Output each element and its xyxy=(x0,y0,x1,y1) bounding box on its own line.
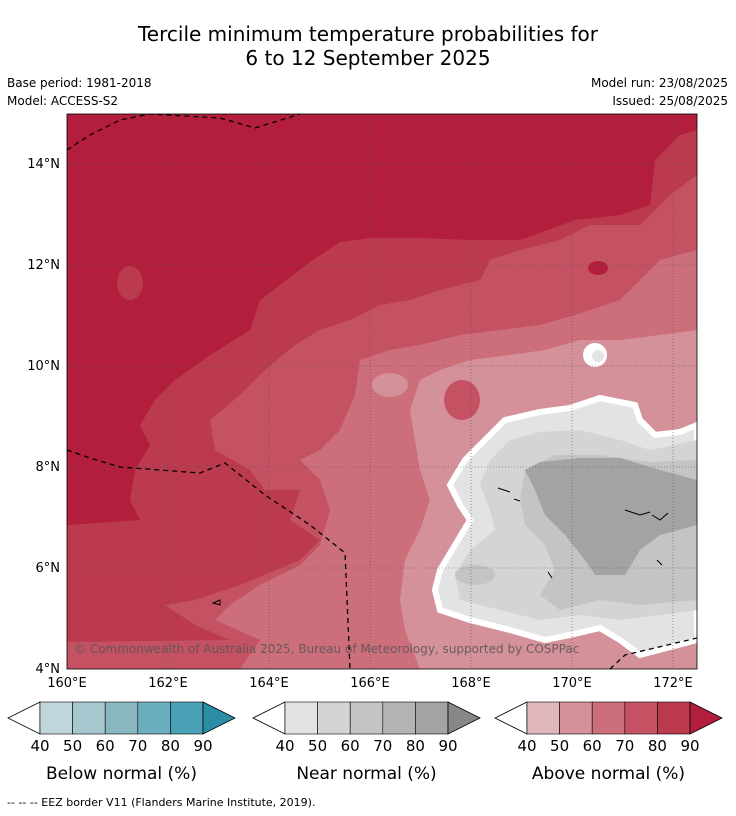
legend-tick-label: 40 xyxy=(275,737,294,755)
lon-label: 168°E xyxy=(451,676,491,691)
legend-tick-label: 90 xyxy=(680,737,699,755)
legends: 40 50 60 70 80 90 Below normal (%) 40 50 60 70 80 90… xyxy=(7,701,723,784)
title-line-2: 6 to 12 September 2025 xyxy=(245,46,491,70)
lon-label: 166°E xyxy=(350,676,390,691)
legend-title: Below normal (%) xyxy=(46,764,197,784)
lat-label: 6°N xyxy=(36,561,61,576)
lat-label: 14°N xyxy=(27,157,60,172)
legend-swatch xyxy=(137,701,171,735)
legend-swatch xyxy=(284,701,318,735)
legend-tick-label: 40 xyxy=(30,737,49,755)
issued-date: Issued: 25/08/2025 xyxy=(612,94,728,108)
legend-swatch xyxy=(591,701,626,735)
meta-right: Model run: 23/08/2025 Issued: 25/08/2025 xyxy=(591,74,728,110)
legend-tick-label: 60 xyxy=(96,737,115,755)
base-period: Base period: 1981-2018 xyxy=(7,76,152,90)
legend-swatch xyxy=(415,701,449,735)
lat-label: 8°N xyxy=(36,460,61,475)
legend-tick-label: 70 xyxy=(615,737,634,755)
legend-tick-label: 50 xyxy=(308,737,327,755)
legend-title: Above normal (%) xyxy=(532,764,685,784)
legend-tick-label: 50 xyxy=(550,737,569,755)
legend-swatch xyxy=(349,701,384,735)
legend-tick-label: 90 xyxy=(193,737,212,755)
lon-label: 170°E xyxy=(552,676,592,691)
legend-extend-low xyxy=(494,701,528,735)
lon-label: 162°E xyxy=(148,676,188,691)
legend-swatch xyxy=(72,701,106,735)
map-fill xyxy=(67,114,697,669)
legend-tick-label: 80 xyxy=(161,737,180,755)
islands xyxy=(211,487,669,606)
model-name: Model: ACCESS-S2 xyxy=(7,94,119,108)
near-patch xyxy=(455,565,495,585)
legend-tick-label: 80 xyxy=(406,737,425,755)
legend-extend-high xyxy=(689,701,723,735)
legend-extend-low xyxy=(252,701,286,735)
legend-swatch xyxy=(39,701,73,735)
legend-swatch xyxy=(170,701,204,735)
near-70-region xyxy=(525,458,697,575)
above-70-patch xyxy=(444,380,480,420)
lon-label: 172°E xyxy=(653,676,693,691)
lon-label: 164°E xyxy=(249,676,289,691)
eez-borders xyxy=(67,114,697,669)
legend-extend-low xyxy=(7,701,41,735)
legend-tick-label: 40 xyxy=(517,737,536,755)
legend-title: Near normal (%) xyxy=(296,764,436,784)
copyright-notice: © Commonwealth of Australia 2025, Bureau… xyxy=(74,642,579,656)
meta-left: Base period: 1981-2018 Model: ACCESS-S2 xyxy=(7,74,152,110)
lat-label: 12°N xyxy=(27,258,60,273)
lat-label: 10°N xyxy=(27,359,60,374)
legend-tick-label: 80 xyxy=(648,737,667,755)
legend-swatch xyxy=(317,701,351,735)
legend-swatch xyxy=(657,701,691,735)
legend-swatch xyxy=(526,701,560,735)
legend-tick-label: 60 xyxy=(583,737,602,755)
legend-tick-label: 70 xyxy=(373,737,392,755)
legend-tick-label: 50 xyxy=(63,737,82,755)
legend-tick-label: 90 xyxy=(438,737,457,755)
graticule xyxy=(67,114,697,669)
above-80-patch xyxy=(117,266,143,300)
legend-tick-label: 70 xyxy=(128,737,147,755)
legend-extend-high xyxy=(202,701,236,735)
lon-label: 160°E xyxy=(47,676,87,691)
legend-tick-label: 60 xyxy=(341,737,360,755)
legend-colorbar: 40 50 60 70 80 90 Below normal (%) xyxy=(7,701,236,784)
near-small-patch xyxy=(592,350,604,362)
legend-swatch xyxy=(624,701,658,735)
legend-swatch xyxy=(104,701,139,735)
map-frame xyxy=(66,113,698,670)
lat-label: 4°N xyxy=(36,662,61,677)
above-90-patch xyxy=(588,261,608,275)
above-50-patch xyxy=(372,373,408,397)
legend-swatch xyxy=(559,701,593,735)
legend-colorbar: 40 50 60 70 80 90 Above normal (%) xyxy=(494,701,723,784)
legend-swatch xyxy=(382,701,416,735)
eez-footnote: -- -- -- EEZ border V11 (Flanders Marine… xyxy=(7,796,316,809)
chart-title: Tercile minimum temperature probabilitie… xyxy=(0,22,736,70)
title-line-1: Tercile minimum temperature probabilitie… xyxy=(137,22,599,46)
model-run: Model run: 23/08/2025 xyxy=(590,76,728,90)
legend-extend-high xyxy=(447,701,481,735)
